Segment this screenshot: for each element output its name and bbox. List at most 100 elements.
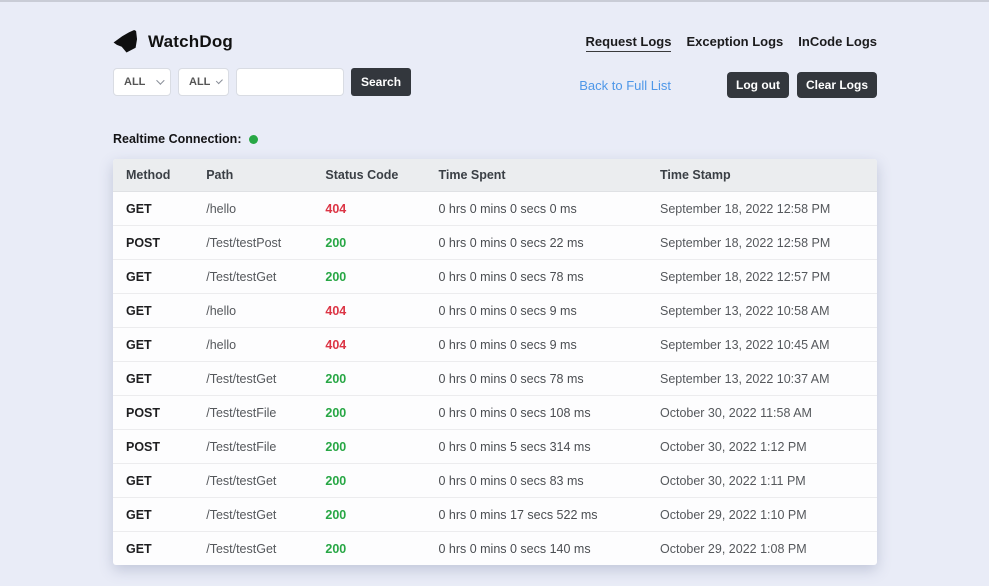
cell-time-stamp: September 18, 2022 12:58 PM <box>647 191 877 226</box>
header-time-spent: Time Spent <box>425 159 647 192</box>
table-row[interactable]: GET /Test/testGet 200 0 hrs 0 mins 0 sec… <box>113 532 877 566</box>
action-bar: Back to Full List Log out Clear Logs <box>579 72 877 98</box>
table-row[interactable]: POST /Test/testPost 200 0 hrs 0 mins 0 s… <box>113 225 877 260</box>
cell-path: /Test/testGet <box>193 361 313 396</box>
table-row[interactable]: GET /Test/testGet 200 0 hrs 0 mins 0 sec… <box>113 361 877 396</box>
cell-time-stamp: September 13, 2022 10:58 AM <box>647 293 877 328</box>
cell-time-stamp: October 29, 2022 1:08 PM <box>660 541 807 556</box>
cell-method: POST <box>113 429 194 464</box>
method-filter-value: ALL <box>124 76 146 88</box>
cell-time-spent: 0 hrs 0 mins 0 secs 22 ms <box>425 225 647 260</box>
cell-status-code: 404 <box>312 191 426 226</box>
cell-status-code: 200 <box>312 497 426 532</box>
cell-path: /hello <box>193 327 313 362</box>
cell-time-spent: 0 hrs 0 mins 5 secs 314 ms <box>425 429 647 464</box>
table-row[interactable]: GET /hello 404 0 hrs 0 mins 0 secs 9 ms … <box>113 293 877 328</box>
cell-time-spent: 0 hrs 0 mins 0 secs 108 ms <box>425 395 647 430</box>
header-method: Method <box>113 159 194 192</box>
cell-time-spent: 0 hrs 0 mins 0 secs 140 ms <box>438 541 591 556</box>
header-time-stamp: Time Stamp <box>647 159 877 192</box>
cell-status-code: 200 <box>312 361 426 396</box>
cell-method: GET <box>113 259 194 294</box>
log-table: Method Path Status Code Time Spent Time … <box>113 159 877 565</box>
cell-path: /hello <box>193 293 313 328</box>
cell-time-stamp: October 29, 2022 1:10 PM <box>647 497 877 532</box>
search-input[interactable] <box>236 68 344 96</box>
cell-status-code: 404 <box>312 293 426 328</box>
cell-time-stamp: October 30, 2022 1:12 PM <box>647 429 877 464</box>
dog-head-icon <box>113 30 138 53</box>
brand-name: WatchDog <box>148 31 234 51</box>
cell-status-code: 200 <box>312 259 426 294</box>
cell-time-stamp: October 30, 2022 11:58 AM <box>647 395 877 430</box>
cell-path: /Test/testGet <box>193 497 313 532</box>
log-table-body: GET /hello 404 0 hrs 0 mins 0 secs 0 ms … <box>113 191 877 566</box>
chevron-down-icon <box>156 76 165 85</box>
cell-path: /Test/testGet <box>193 463 313 498</box>
cell-time-spent: 0 hrs 0 mins 0 secs 78 ms <box>425 361 647 396</box>
table-row[interactable]: GET /hello 404 0 hrs 0 mins 0 secs 0 ms … <box>113 191 877 226</box>
cell-time-spent: 0 hrs 0 mins 0 secs 78 ms <box>425 259 647 294</box>
header-path: Path <box>193 159 313 192</box>
cell-path: /Test/testPost <box>193 225 313 260</box>
filter-bar: ALL ALL Search <box>113 68 412 96</box>
cell-method: GET <box>113 191 194 226</box>
table-row[interactable]: POST /Test/testFile 200 0 hrs 0 mins 5 s… <box>113 429 877 464</box>
cell-path: /Test/testGet <box>193 259 313 294</box>
cell-time-spent: 0 hrs 0 mins 0 secs 9 ms <box>425 293 647 328</box>
brand: WatchDog <box>113 30 411 53</box>
cell-time-stamp: September 18, 2022 12:57 PM <box>647 259 877 294</box>
cell-status-code: 200 <box>312 225 426 260</box>
tab-incode-logs[interactable]: InCode Logs <box>798 34 877 49</box>
table-row[interactable]: GET /hello 404 0 hrs 0 mins 0 secs 9 ms … <box>113 327 877 362</box>
cell-status-code: 200 <box>325 541 347 556</box>
status-filter-value: ALL <box>189 76 211 88</box>
top-bar: WatchDog ALL ALL Search Request Logs Exc… <box>113 2 877 98</box>
table-row[interactable]: GET /Test/testGet 200 0 hrs 0 mins 0 sec… <box>113 259 877 294</box>
status-filter-select[interactable]: ALL <box>178 68 229 96</box>
nav-tabs: Request Logs Exception Logs InCode Logs <box>585 34 877 52</box>
cell-method: POST <box>113 395 194 430</box>
tab-request-logs[interactable]: Request Logs <box>585 34 672 52</box>
cell-path: /Test/testFile <box>193 395 313 430</box>
cell-method: GET <box>113 361 194 396</box>
cell-time-spent: 0 hrs 0 mins 0 secs 83 ms <box>425 463 647 498</box>
cell-method: GET <box>113 497 194 532</box>
cell-status-code: 404 <box>312 327 426 362</box>
clear-logs-button[interactable]: Clear Logs <box>796 72 877 98</box>
logout-button[interactable]: Log out <box>727 72 789 98</box>
cell-time-stamp: September 13, 2022 10:37 AM <box>647 361 877 396</box>
cell-path: /Test/testFile <box>193 429 313 464</box>
back-to-full-list-link[interactable]: Back to Full List <box>579 77 671 93</box>
cell-path: /Test/testGet <box>206 541 277 556</box>
search-button[interactable]: Search <box>351 68 412 96</box>
cell-time-stamp: October 30, 2022 1:11 PM <box>647 463 877 498</box>
log-table-card: Method Path Status Code Time Spent Time … <box>113 159 877 565</box>
cell-path: /hello <box>193 191 313 226</box>
cell-method: POST <box>113 225 194 260</box>
page: WatchDog ALL ALL Search Request Logs Exc… <box>0 2 989 565</box>
method-filter-select[interactable]: ALL <box>113 68 171 96</box>
chevron-down-icon <box>216 77 224 84</box>
cell-method: GET <box>113 327 194 362</box>
table-row[interactable]: POST /Test/testFile 200 0 hrs 0 mins 0 s… <box>113 395 877 430</box>
table-header-row: Method Path Status Code Time Spent Time … <box>113 159 877 192</box>
green-dot-icon <box>248 134 258 144</box>
header-status-code: Status Code <box>312 159 426 192</box>
cell-time-spent: 0 hrs 0 mins 17 secs 522 ms <box>425 497 647 532</box>
table-row[interactable]: GET /Test/testGet 200 0 hrs 0 mins 0 sec… <box>113 463 877 498</box>
cell-method: GET <box>126 541 152 556</box>
table-row[interactable]: GET /Test/testGet 200 0 hrs 0 mins 17 se… <box>113 497 877 532</box>
tab-exception-logs[interactable]: Exception Logs <box>686 34 784 49</box>
cell-method: GET <box>113 293 194 328</box>
cell-status-code: 200 <box>312 429 426 464</box>
realtime-label: Realtime Connection: <box>113 132 242 146</box>
cell-time-spent: 0 hrs 0 mins 0 secs 0 ms <box>425 191 647 226</box>
cell-time-stamp: September 13, 2022 10:45 AM <box>647 327 877 362</box>
cell-time-stamp: September 18, 2022 12:58 PM <box>647 225 877 260</box>
cell-status-code: 200 <box>312 463 426 498</box>
realtime-status: Realtime Connection: <box>113 132 877 146</box>
cell-time-spent: 0 hrs 0 mins 0 secs 9 ms <box>425 327 647 362</box>
cell-status-code: 200 <box>312 395 426 430</box>
cell-method: GET <box>113 463 194 498</box>
